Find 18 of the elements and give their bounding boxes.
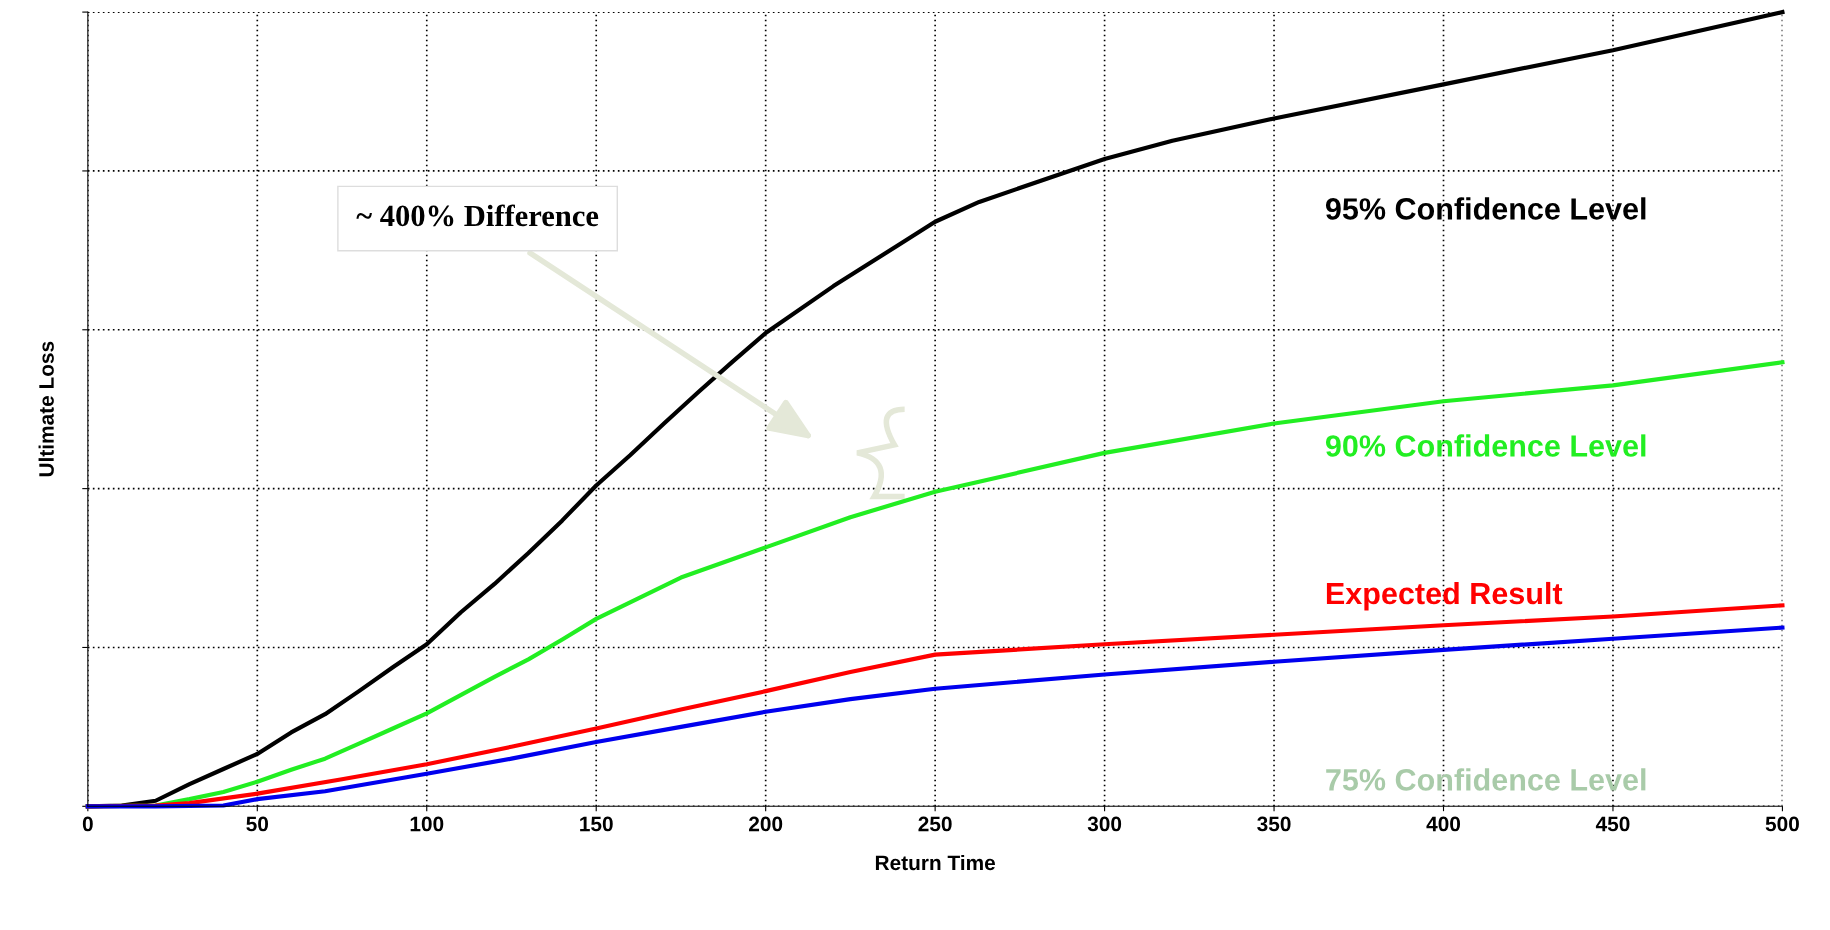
x-tick-label: 350 xyxy=(1257,816,1291,832)
x-tick-label: 400 xyxy=(1426,816,1461,832)
series-label: 90% Confidence Level xyxy=(1325,434,1646,457)
x-tick-label: 200 xyxy=(749,816,783,832)
series-label: Expected Result xyxy=(1326,581,1563,611)
x-tick-label: 50 xyxy=(246,816,269,832)
x-tick-label: 300 xyxy=(1087,816,1122,832)
y-axis-title: Ultimate Loss xyxy=(38,341,54,477)
x-axis-title: Return Time xyxy=(875,854,996,871)
x-tick-label: 0 xyxy=(82,816,93,832)
x-tick-label: 250 xyxy=(918,816,952,832)
x-tick-label: 150 xyxy=(580,816,613,832)
annotation: 75% Confidence Level xyxy=(1326,768,1646,791)
text: 95% Confidence Level xyxy=(1325,197,1646,220)
annotation: ~ 400% Difference xyxy=(356,204,599,227)
x-tick-label: 500 xyxy=(1765,816,1799,832)
x-tick-label: 100 xyxy=(410,816,444,832)
x-tick-label: 450 xyxy=(1595,816,1630,832)
